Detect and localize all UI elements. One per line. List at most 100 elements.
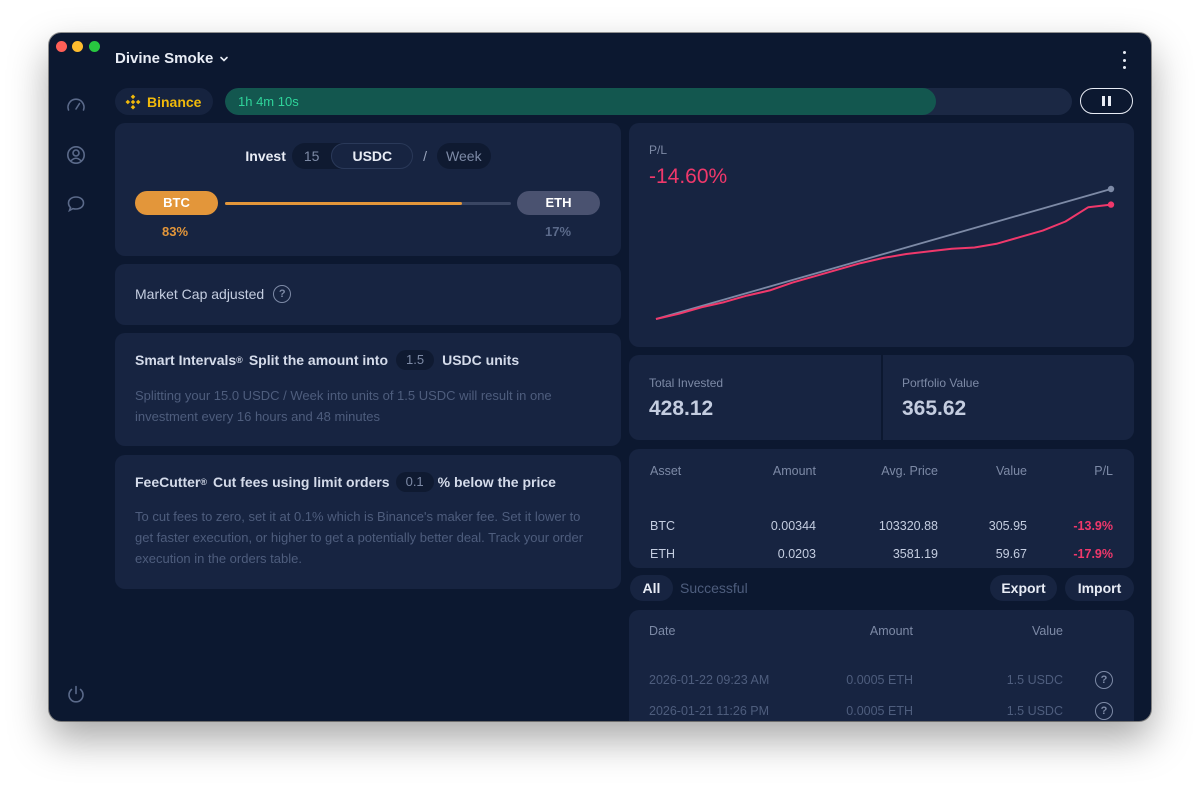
registered-mark: ® bbox=[236, 355, 243, 365]
value-cell: 305.95 bbox=[988, 519, 1027, 533]
orders-card: Date Amount Value 2026-01-22 09:23 AM 0.… bbox=[629, 610, 1134, 721]
pl-chart bbox=[655, 185, 1115, 320]
order-value: 1.5 USDC bbox=[1006, 673, 1063, 687]
minimize-window-button[interactable] bbox=[72, 41, 83, 52]
amount-cell: 0.0203 bbox=[777, 547, 816, 561]
invest-label: Invest bbox=[245, 148, 286, 164]
avg-price-cell: 103320.88 bbox=[878, 519, 938, 533]
invest-amount-group: 15 USDC bbox=[291, 143, 414, 169]
pl-chart-card: P/L -14.60% bbox=[629, 123, 1134, 347]
table-row: BTC 0.00344 103320.88 305.95 -13.9% bbox=[649, 512, 1114, 540]
asset-chip-eth[interactable]: ETH bbox=[517, 191, 600, 215]
column-header: Value bbox=[1031, 624, 1063, 638]
tab-successful[interactable]: Successful bbox=[680, 580, 748, 596]
column-header: Amount bbox=[772, 464, 816, 478]
allocation-slider[interactable] bbox=[225, 202, 511, 205]
order-status-help-icon[interactable]: ? bbox=[1095, 671, 1113, 689]
fee-cutter-title: FeeCutter bbox=[135, 474, 201, 490]
chat-icon[interactable] bbox=[65, 193, 87, 215]
btc-percent: 83% bbox=[162, 224, 189, 239]
user-icon[interactable] bbox=[65, 144, 87, 166]
market-cap-label: Market Cap adjusted bbox=[135, 286, 265, 302]
value-cell: 59.67 bbox=[995, 547, 1027, 561]
assets-table: Asset Amount Avg. Price Value P/L BTC 0.… bbox=[649, 449, 1114, 568]
fee-cutter-text: Cut fees using limit orders bbox=[213, 474, 390, 490]
smart-intervals-unit: USDC units bbox=[442, 352, 520, 368]
total-invested-value: 428.12 bbox=[649, 397, 714, 420]
separator: / bbox=[423, 148, 428, 164]
invest-amount-input[interactable]: 15 bbox=[303, 148, 320, 164]
timer-label: 1h 4m 10s bbox=[238, 94, 299, 109]
table-header-row: Asset Amount Avg. Price Value P/L bbox=[649, 449, 1114, 493]
assets-table-card: Asset Amount Avg. Price Value P/L BTC 0.… bbox=[629, 449, 1134, 568]
table-row: ETH 0.0203 3581.19 59.67 -17.9% bbox=[649, 540, 1114, 568]
more-menu-button[interactable] bbox=[1117, 51, 1131, 69]
currency-select[interactable]: USDC bbox=[331, 143, 414, 169]
allocation-fill bbox=[225, 202, 463, 205]
table-row: 2026-01-21 11:26 PM 0.0005 ETH 1.5 USDC … bbox=[629, 701, 1134, 721]
fee-cutter-description: To cut fees to zero, set it at 0.1% whic… bbox=[135, 509, 584, 566]
speedometer-icon[interactable] bbox=[65, 95, 87, 117]
asset-chip-btc[interactable]: BTC bbox=[135, 191, 218, 215]
progress-fill bbox=[225, 88, 937, 115]
app-window: Divine Smoke Binance 1h 4m 10s Invest bbox=[49, 33, 1151, 721]
portfolio-value-label: Portfolio Value bbox=[902, 376, 980, 390]
total-invested-label: Total Invested bbox=[649, 376, 724, 390]
stats-card: Total Invested 428.12 Portfolio Value 36… bbox=[629, 355, 1134, 440]
series-endpoint-total-invested bbox=[1107, 185, 1115, 193]
unit-size-input[interactable]: 1.5 bbox=[396, 350, 435, 370]
fee-cutter-card: FeeCutter ® Cut fees using limit orders 0… bbox=[115, 455, 621, 589]
order-amount: 0.0005 ETH bbox=[846, 673, 913, 687]
column-header: Amount bbox=[869, 624, 913, 638]
exchange-badge[interactable]: Binance bbox=[115, 88, 214, 115]
exchange-name: Binance bbox=[147, 93, 202, 110]
export-button[interactable]: Export bbox=[990, 575, 1057, 601]
pl-cell: -17.9% bbox=[1073, 547, 1113, 561]
help-icon[interactable]: ? bbox=[273, 285, 292, 303]
asset-cell: BTC bbox=[650, 519, 675, 533]
order-date: 2026-01-22 09:23 AM bbox=[649, 673, 770, 687]
series-line-portfolio-value bbox=[655, 203, 1112, 320]
import-button[interactable]: Import bbox=[1065, 575, 1134, 601]
portfolio-value-value: 365.62 bbox=[902, 397, 967, 420]
pl-label: P/L bbox=[649, 143, 668, 157]
smart-intervals-card: Smart Intervals ® Split the amount into 1… bbox=[115, 333, 621, 446]
binance-logo-icon bbox=[125, 94, 141, 109]
fee-offset-input[interactable]: 0.1 bbox=[395, 472, 434, 492]
bot-selector[interactable]: Divine Smoke bbox=[115, 50, 229, 67]
maximize-window-button[interactable] bbox=[89, 41, 100, 52]
close-window-button[interactable] bbox=[56, 41, 67, 52]
pl-cell: -13.9% bbox=[1073, 519, 1113, 533]
period-select[interactable]: Week bbox=[437, 143, 491, 169]
power-icon[interactable] bbox=[65, 683, 87, 705]
column-header: Asset bbox=[650, 464, 682, 478]
smart-intervals-text: Split the amount into bbox=[248, 352, 389, 368]
registered-mark: ® bbox=[200, 477, 207, 487]
column-header: Avg. Price bbox=[881, 464, 938, 478]
chevron-down-icon bbox=[220, 56, 229, 62]
column-header: P/L bbox=[1094, 464, 1113, 478]
table-row: 2026-01-22 09:23 AM 0.0005 ETH 1.5 USDC … bbox=[629, 670, 1134, 692]
column-header: Date bbox=[649, 624, 676, 638]
eth-percent: 17% bbox=[545, 224, 572, 239]
market-cap-card[interactable]: Market Cap adjusted ? bbox=[115, 264, 621, 325]
column-header: Value bbox=[995, 464, 1027, 478]
avg-price-cell: 3581.19 bbox=[892, 547, 938, 561]
pl-value: -14.60% bbox=[649, 165, 728, 188]
asset-cell: ETH bbox=[650, 547, 675, 561]
fee-cutter-unit: % below the price bbox=[437, 474, 556, 490]
pause-button[interactable] bbox=[1080, 88, 1133, 114]
order-status-help-icon[interactable]: ? bbox=[1095, 702, 1113, 720]
order-value: 1.5 USDC bbox=[1006, 704, 1063, 718]
next-order-progress: 1h 4m 10s bbox=[225, 88, 1072, 115]
series-endpoint-portfolio-value bbox=[1107, 201, 1115, 208]
invest-card: Invest 15 USDC / Week BTC ETH 83% 17% bbox=[115, 123, 621, 256]
series-line-total-invested bbox=[655, 188, 1112, 320]
smart-intervals-description: Splitting your 15.0 USDC / Week into uni… bbox=[135, 388, 552, 424]
tab-all[interactable]: All bbox=[630, 575, 673, 601]
amount-cell: 0.00344 bbox=[770, 519, 816, 533]
order-amount: 0.0005 ETH bbox=[846, 704, 913, 718]
smart-intervals-title: Smart Intervals bbox=[135, 352, 237, 368]
window-title: Divine Smoke bbox=[115, 50, 214, 67]
order-date: 2026-01-21 11:26 PM bbox=[649, 704, 769, 718]
